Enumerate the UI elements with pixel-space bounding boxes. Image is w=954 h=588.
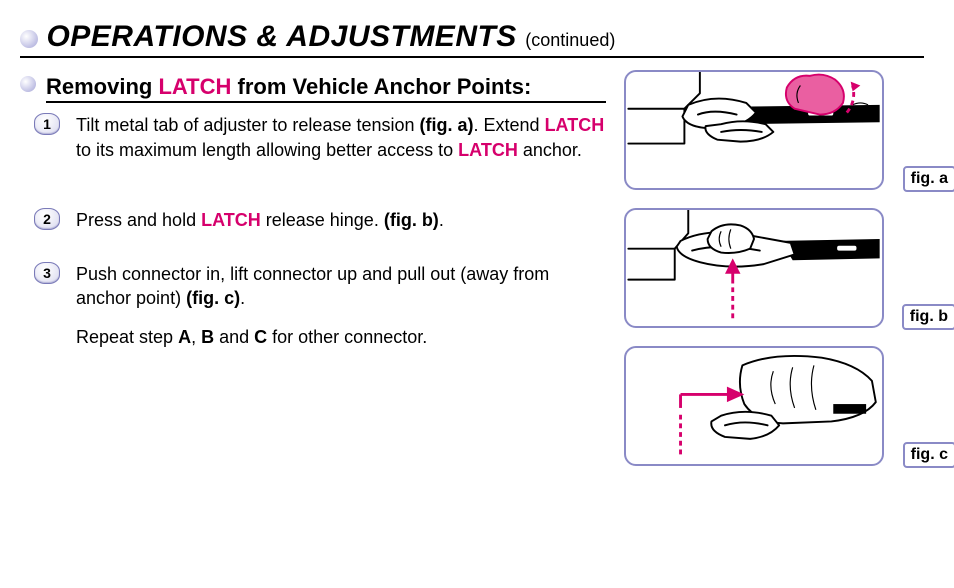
section-header: OPERATIONS & ADJUSTMENTS (continued) (20, 20, 924, 58)
step-1-seg2: . Extend (474, 115, 545, 135)
step-3-repeat-post: for other connector. (267, 327, 427, 347)
text-column: Removing LATCH from Vehicle Anchor Point… (20, 70, 606, 484)
subheading: Removing LATCH from Vehicle Anchor Point… (20, 74, 606, 103)
content-columns: Removing LATCH from Vehicle Anchor Point… (20, 70, 924, 484)
step-3-repeat-a: A (178, 327, 191, 347)
step-1-seg3: to its maximum length allowing better ac… (76, 140, 458, 160)
figure-c-frame (624, 346, 884, 466)
step-3-repeat-pre: Repeat step (76, 327, 178, 347)
figure-a-label: fig. a (903, 166, 954, 192)
figure-a-illustration (626, 72, 882, 188)
step-2-latch: LATCH (201, 210, 261, 230)
step-2-seg2: release hinge. (261, 210, 384, 230)
subheading-bullet-icon (20, 76, 36, 92)
step-2-seg1: Press and hold (76, 210, 201, 230)
step-3-repeat-sep1: , (191, 327, 201, 347)
figure-c-illustration (626, 348, 882, 464)
subheading-post: from Vehicle Anchor Points: (231, 74, 531, 99)
manual-page: OPERATIONS & ADJUSTMENTS (continued) Rem… (0, 0, 954, 588)
figure-c-label: fig. c (903, 442, 954, 468)
step-1-number: 1 (34, 113, 60, 135)
subheading-rule (46, 101, 606, 103)
step-1-latch1: LATCH (545, 115, 605, 135)
figure-b: fig. b (624, 208, 924, 328)
step-3-p1: Push connector in, lift connector up and… (76, 262, 606, 311)
step-1: 1 Tilt metal tab of adjuster to release … (20, 113, 606, 162)
subheading-latch: LATCH (158, 74, 231, 99)
step-3-repeat-c: C (254, 327, 267, 347)
step-3-figref: (fig. c) (186, 288, 240, 308)
figure-a: fig. a (624, 70, 924, 190)
step-1-seg1: Tilt metal tab of adjuster to release te… (76, 115, 420, 135)
figure-c: fig. c (624, 346, 924, 466)
figure-column: fig. a (624, 70, 924, 484)
header-bullet-icon (20, 30, 38, 48)
figure-b-illustration (626, 210, 882, 326)
step-1-figref: (fig. a) (420, 115, 474, 135)
step-1-latch2: LATCH (458, 140, 518, 160)
step-2-figref: (fig. b) (384, 210, 439, 230)
step-3-repeat-b: B (201, 327, 214, 347)
header-rule (20, 56, 924, 58)
step-2-seg3: . (439, 210, 444, 230)
step-2-number: 2 (34, 208, 60, 230)
step-3-repeat: Repeat step A, B and C for other connect… (76, 325, 606, 349)
step-3-repeat-sep2: and (214, 327, 254, 347)
step-3-seg1: Push connector in, lift connector up and… (76, 264, 549, 308)
figure-b-label: fig. b (902, 304, 954, 330)
subheading-text: Removing LATCH from Vehicle Anchor Point… (46, 74, 606, 99)
step-3: 3 Push connector in, lift connector up a… (20, 262, 606, 349)
figure-a-frame (624, 70, 884, 190)
step-3-number: 3 (34, 262, 60, 284)
step-2: 2 Press and hold LATCH release hinge. (f… (20, 208, 606, 232)
section-title: OPERATIONS & ADJUSTMENTS (46, 20, 516, 53)
figure-b-frame (624, 208, 884, 328)
step-3-seg2: . (240, 288, 245, 308)
subheading-pre: Removing (46, 74, 158, 99)
step-1-seg4: anchor. (518, 140, 582, 160)
section-continued: (continued) (525, 30, 615, 50)
